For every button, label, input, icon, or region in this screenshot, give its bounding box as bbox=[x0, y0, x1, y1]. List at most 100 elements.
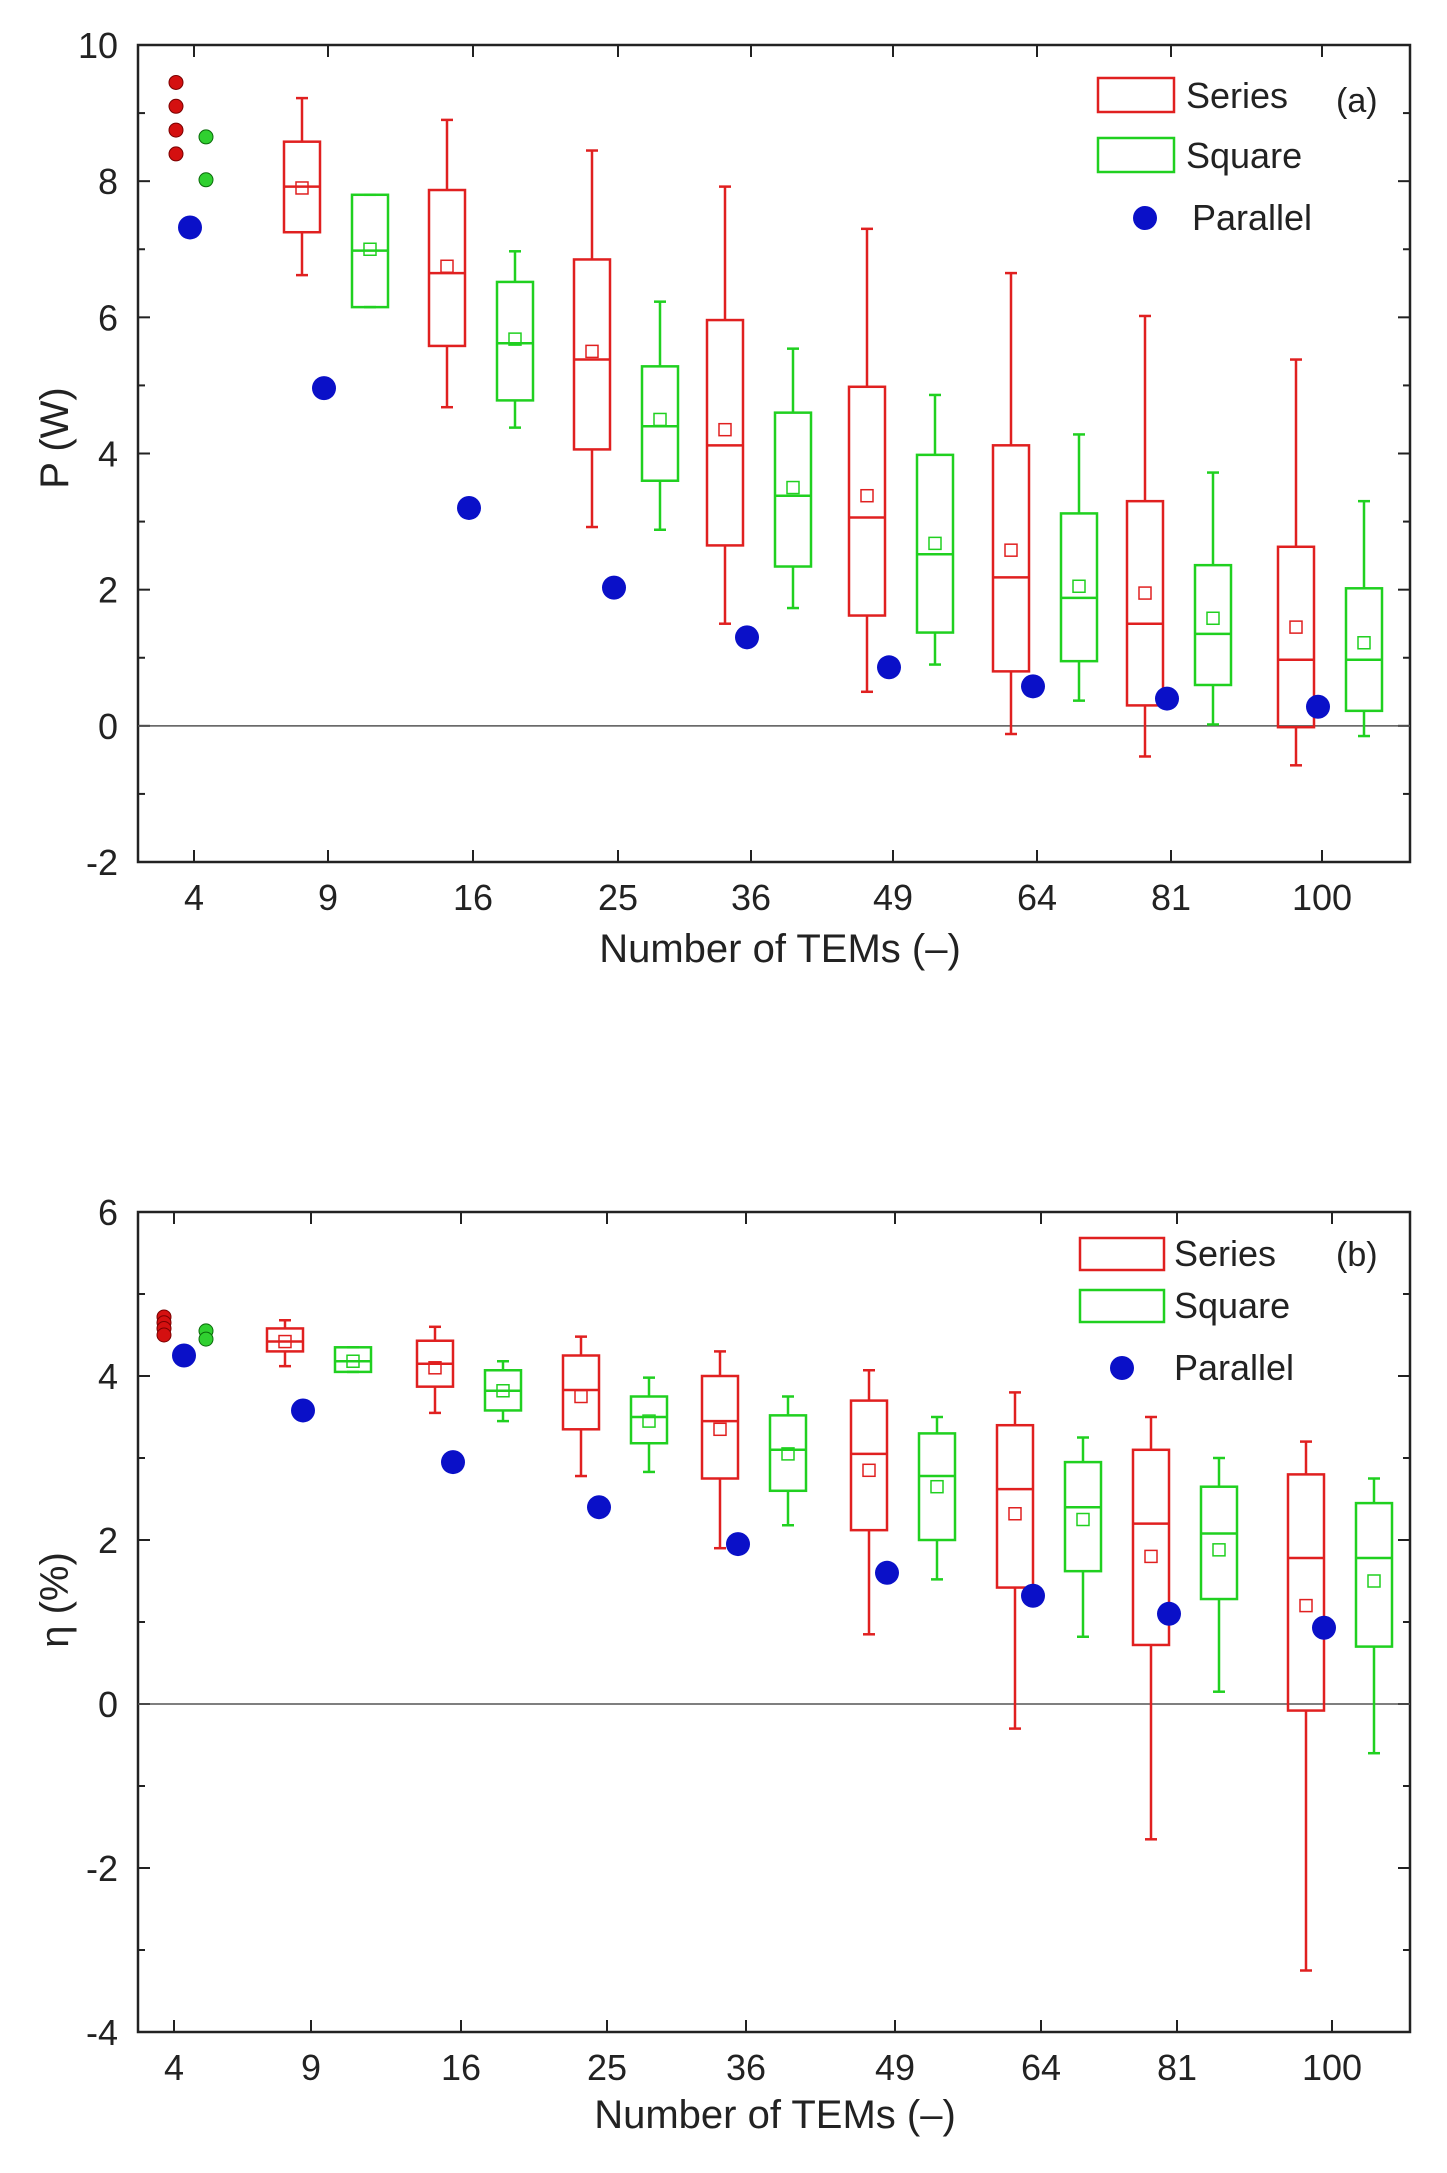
panel-b-series-mean bbox=[428, 1361, 442, 1375]
panel-a-square-mean bbox=[786, 480, 800, 495]
panel-a-ytick-label: 8 bbox=[98, 161, 118, 202]
panel-b-series-box bbox=[995, 1423, 1035, 1589]
panel-a-xtick-label: 49 bbox=[873, 877, 913, 918]
panel-a-power-chart: P (W) Number of TEMs (–) (a) Series Squa… bbox=[0, 0, 1447, 1010]
panel-b-series-mean bbox=[713, 1422, 727, 1437]
panel-b-ytick-label: 0 bbox=[98, 1684, 118, 1725]
panel-a-xlabel: Number of TEMs (–) bbox=[599, 927, 961, 971]
panel-a-square-point-n4 bbox=[198, 172, 214, 188]
panel-a-ytick-label: 6 bbox=[98, 297, 118, 338]
panel-b-parallel-point bbox=[726, 1532, 750, 1557]
panel-a-legend-square-label: Square bbox=[1186, 135, 1302, 176]
panel-a-parallel-point bbox=[1155, 686, 1179, 711]
panel-a-xtick-label: 100 bbox=[1292, 877, 1352, 918]
panel-a-square-mean bbox=[928, 536, 942, 551]
panel-a-square-box bbox=[1344, 587, 1384, 713]
panel-a-series-point-n4 bbox=[168, 122, 184, 138]
panel-a-square-box bbox=[773, 411, 813, 568]
panel-b-legend-square-swatch bbox=[1078, 1288, 1166, 1324]
panel-b-xtick-label: 81 bbox=[1157, 2047, 1197, 2088]
panel-b-ylabel: η (%) bbox=[33, 1552, 77, 1648]
panel-a-parallel-point bbox=[735, 625, 759, 650]
panel-a-xtick-label: 81 bbox=[1151, 877, 1191, 918]
panel-a-square-point-n4 bbox=[198, 129, 214, 145]
panel-a-series-box bbox=[991, 444, 1031, 673]
panel-a-ytick-label: -2 bbox=[86, 842, 118, 883]
panel-b-parallel-point bbox=[172, 1343, 196, 1368]
panel-b-square-box bbox=[333, 1346, 373, 1374]
panel-a-ytick-label: 2 bbox=[98, 570, 118, 611]
power-chart-svg: P (W) Number of TEMs (–) (a) Series Squa… bbox=[33, 25, 1412, 971]
panel-b-parallel-point bbox=[441, 1450, 465, 1475]
panel-b-ytick-label: -4 bbox=[86, 2012, 118, 2053]
panel-a-series-box bbox=[705, 318, 745, 547]
panel-b-square-box bbox=[768, 1414, 808, 1493]
panel-a-ylabel: P (W) bbox=[33, 387, 77, 488]
panel-a-ytick-label: 4 bbox=[98, 434, 118, 475]
panel-b-square-mean bbox=[1212, 1543, 1226, 1557]
panel-b-xtick-label: 16 bbox=[441, 2047, 481, 2088]
panel-b-xtick-label: 49 bbox=[875, 2047, 915, 2088]
panel-a-series-box bbox=[1276, 545, 1316, 729]
panel-a-square-mean bbox=[1072, 579, 1086, 594]
panel-b-series-mean bbox=[574, 1389, 588, 1404]
panel-b-square-mean bbox=[346, 1354, 360, 1368]
panel-a-parallel-point bbox=[457, 495, 481, 520]
panel-b-ytick-label: 4 bbox=[98, 1356, 118, 1397]
panel-a-series-mean bbox=[1004, 543, 1018, 557]
panel-b-legend-parallel-label: Parallel bbox=[1174, 1347, 1294, 1388]
panel-a-series-mean bbox=[1138, 586, 1152, 600]
panel-a-xtick-label: 64 bbox=[1017, 877, 1057, 918]
panel-b-series-box bbox=[1131, 1448, 1171, 1647]
panel-b-square-box bbox=[1063, 1460, 1103, 1573]
panel-a-xtick-label: 36 bbox=[731, 877, 771, 918]
panel-a-legend-series-label: Series bbox=[1186, 75, 1288, 116]
panel-b-xtick-label: 36 bbox=[726, 2047, 766, 2088]
panel-a-series-point-n4 bbox=[168, 98, 184, 114]
panel-b-square-mean bbox=[1367, 1574, 1381, 1588]
panel-b-square-mean bbox=[642, 1414, 656, 1428]
panel-b-series-point-n4 bbox=[156, 1327, 172, 1343]
panel-b-ytick-label: 2 bbox=[98, 1520, 118, 1561]
panel-a-series-mean bbox=[585, 344, 599, 359]
panel-a-parallel-point bbox=[602, 575, 626, 600]
panel-a-series-mean bbox=[440, 259, 454, 274]
panel-b-legend-parallel-marker bbox=[1110, 1356, 1134, 1380]
panel-b-xtick-label: 9 bbox=[301, 2047, 321, 2088]
panel-b-square-mean bbox=[1076, 1512, 1090, 1527]
panel-a-series-mean bbox=[860, 488, 874, 503]
panel-b-xlabel: Number of TEMs (–) bbox=[594, 2093, 956, 2137]
panel-a-square-mean bbox=[653, 412, 667, 427]
panel-b-square-point-n4 bbox=[198, 1331, 214, 1347]
panel-b-series-mean bbox=[1008, 1507, 1022, 1521]
panel-a-series-point-n4 bbox=[168, 74, 184, 90]
panel-b-ytick-label: -2 bbox=[86, 1848, 118, 1889]
panel-b-series-mean bbox=[278, 1334, 292, 1349]
panel-a-series-box bbox=[847, 385, 887, 617]
panel-a-series-mean bbox=[718, 422, 732, 437]
panel-a-parallel-point bbox=[312, 376, 336, 401]
panel-b-series-box bbox=[265, 1327, 305, 1353]
panel-a-legend-parallel-marker bbox=[1133, 206, 1157, 230]
panel-a-ytick-label: 10 bbox=[78, 25, 118, 66]
panel-a-label: (a) bbox=[1336, 82, 1378, 120]
panel-b-square-box bbox=[917, 1432, 957, 1542]
panel-a-square-mean bbox=[1206, 611, 1220, 626]
panel-b-xtick-label: 4 bbox=[164, 2047, 184, 2088]
panel-a-square-mean bbox=[508, 332, 522, 346]
panel-a-xtick-label: 4 bbox=[184, 877, 204, 918]
panel-b-ytick-label: 6 bbox=[98, 1192, 118, 1233]
panel-a-square-mean bbox=[363, 242, 377, 256]
panel-a-square-box bbox=[640, 365, 680, 482]
panel-a-series-point-n4 bbox=[168, 146, 184, 162]
panel-a-ytick-label: 0 bbox=[98, 706, 118, 747]
panel-b-legend-series-swatch bbox=[1078, 1236, 1166, 1272]
panel-b-label: (b) bbox=[1336, 1236, 1378, 1274]
panel-b-xtick-label: 25 bbox=[587, 2047, 627, 2088]
panel-b-series-mean bbox=[1144, 1549, 1158, 1564]
panel-a-legend-parallel-label: Parallel bbox=[1192, 197, 1312, 238]
panel-b-parallel-point bbox=[1157, 1601, 1181, 1626]
panel-a-xtick-label: 16 bbox=[453, 877, 493, 918]
panel-b-parallel-point bbox=[1021, 1583, 1045, 1608]
panel-a-parallel-point bbox=[1306, 694, 1330, 719]
